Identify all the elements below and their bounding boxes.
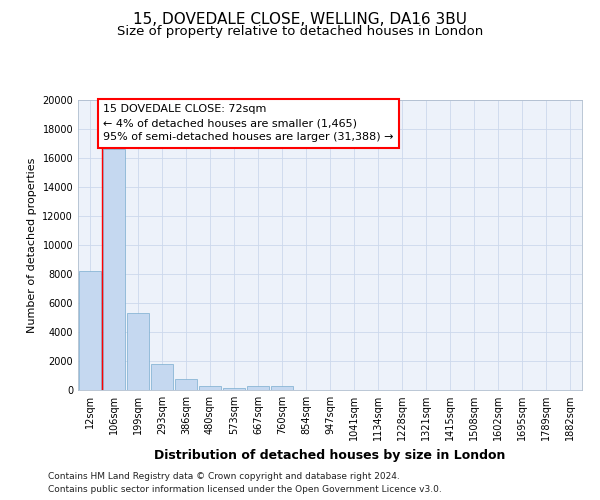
- Text: 15, DOVEDALE CLOSE, WELLING, DA16 3BU: 15, DOVEDALE CLOSE, WELLING, DA16 3BU: [133, 12, 467, 28]
- Text: Contains public sector information licensed under the Open Government Licence v3: Contains public sector information licen…: [48, 485, 442, 494]
- Bar: [247, 386, 269, 390]
- Text: Size of property relative to detached houses in London: Size of property relative to detached ho…: [117, 25, 483, 38]
- Bar: [79, 271, 101, 390]
- Bar: [223, 388, 245, 390]
- Bar: [151, 364, 173, 390]
- X-axis label: Distribution of detached houses by size in London: Distribution of detached houses by size …: [154, 448, 506, 462]
- Y-axis label: Number of detached properties: Number of detached properties: [27, 158, 37, 332]
- Text: 15 DOVEDALE CLOSE: 72sqm
← 4% of detached houses are smaller (1,465)
95% of semi: 15 DOVEDALE CLOSE: 72sqm ← 4% of detache…: [103, 104, 394, 142]
- Bar: [271, 386, 293, 390]
- Bar: [199, 386, 221, 390]
- Bar: [175, 379, 197, 390]
- Bar: [103, 150, 125, 390]
- Bar: [127, 313, 149, 390]
- Text: Contains HM Land Registry data © Crown copyright and database right 2024.: Contains HM Land Registry data © Crown c…: [48, 472, 400, 481]
